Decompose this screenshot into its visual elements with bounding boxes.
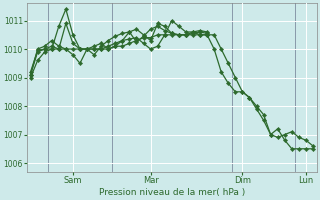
X-axis label: Pression niveau de la mer( hPa ): Pression niveau de la mer( hPa ) [99,188,245,197]
